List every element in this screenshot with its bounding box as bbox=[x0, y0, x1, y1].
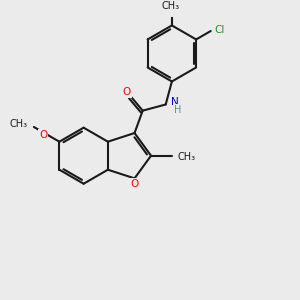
Text: O: O bbox=[130, 179, 139, 189]
Text: O: O bbox=[39, 130, 47, 140]
Text: CH₃: CH₃ bbox=[177, 152, 195, 162]
Text: Cl: Cl bbox=[214, 25, 224, 34]
Text: CH₃: CH₃ bbox=[161, 1, 179, 11]
Text: H: H bbox=[174, 105, 182, 115]
Text: O: O bbox=[123, 88, 131, 98]
Text: CH₃: CH₃ bbox=[10, 119, 28, 129]
Text: N: N bbox=[171, 97, 179, 107]
